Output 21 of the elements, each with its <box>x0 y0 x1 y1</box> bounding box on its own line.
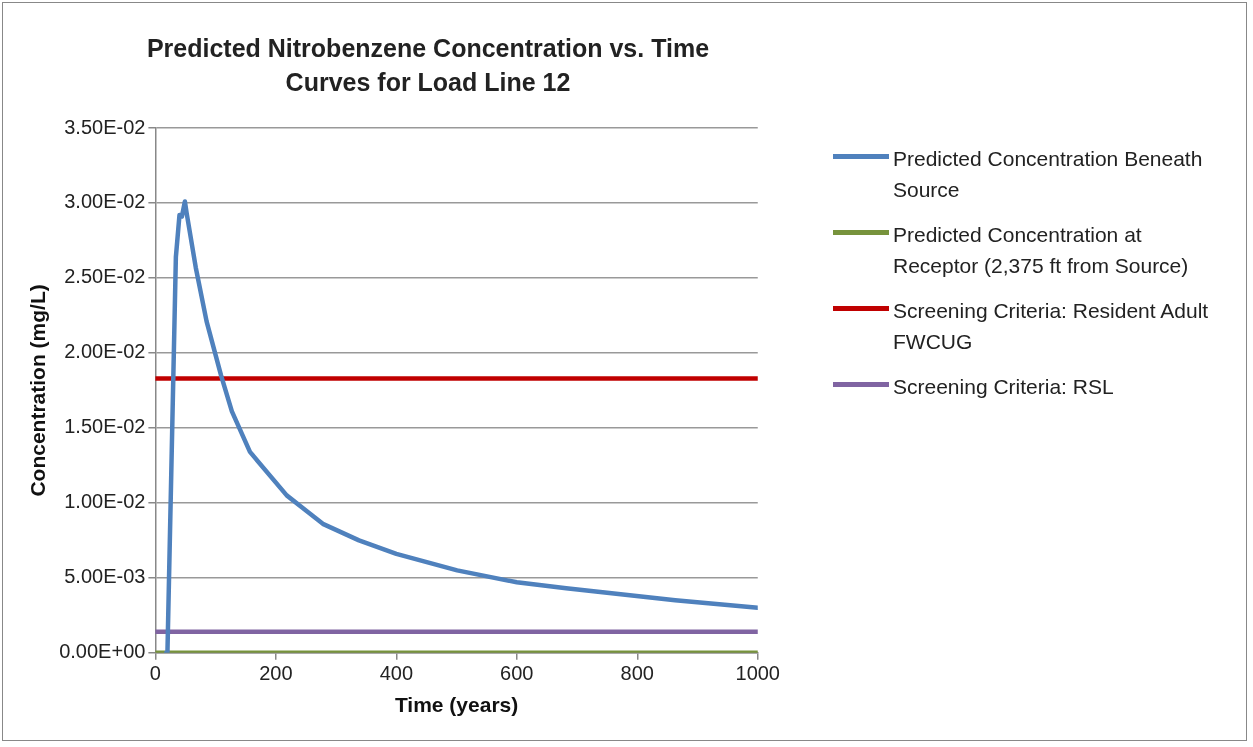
legend-label: Predicted Concentration Beneath Source <box>893 146 1204 203</box>
y-tick-label: 3.50E-02 <box>64 115 146 138</box>
legend-label: Predicted Concentration at Receptor (2,375 ft from Source) <box>893 222 1190 279</box>
x-tick-label: 800 <box>620 662 654 685</box>
x-tick-label: 400 <box>379 662 414 685</box>
x-tick-label: 1000 <box>735 662 780 685</box>
x-axis-title: Time (years) <box>394 693 519 717</box>
legend-label: Screening Criteria: RSL <box>893 374 1115 400</box>
x-tick-label: 200 <box>259 662 293 685</box>
x-tick-label: 0 <box>149 662 161 685</box>
y-tick-label: 2.50E-02 <box>64 265 146 288</box>
y-tick-label: 0.00E+00 <box>59 640 146 663</box>
y-tick-label: 1.00E-02 <box>64 490 146 513</box>
x-tick-label: 600 <box>500 662 534 685</box>
chart-title: Predicted Nitrobenzene Concentration vs. Time Curves for Load Line 12 <box>145 33 711 98</box>
y-tick-label: 1.50E-02 <box>64 415 146 438</box>
y-tick-label: 2.00E-02 <box>64 340 146 363</box>
y-tick-label: 5.00E-03 <box>64 565 146 588</box>
y-tick-label: 3.00E-02 <box>64 190 146 213</box>
legend-label: Screening Criteria: Resident Adult FWCUG <box>893 298 1210 355</box>
y-axis-title: Concentration (mg/L) <box>26 284 50 497</box>
